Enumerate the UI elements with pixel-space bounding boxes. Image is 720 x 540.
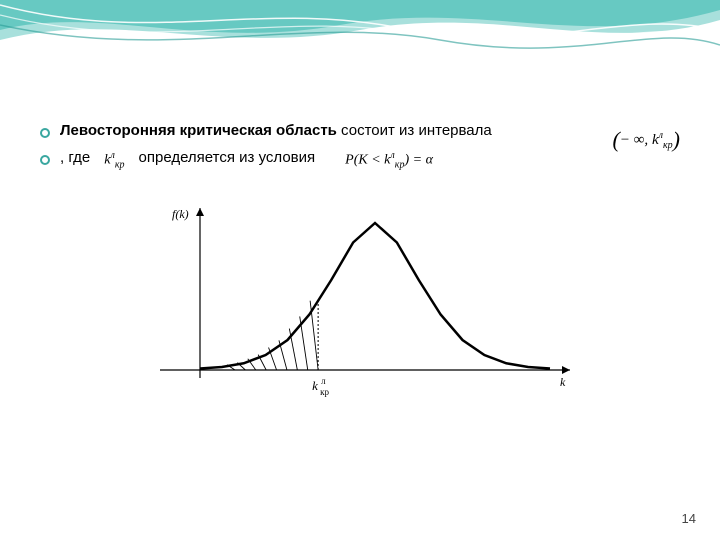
svg-text:кр: кр (320, 387, 329, 397)
distribution-chart: f(k)kkлкр (130, 200, 590, 420)
bullet-icon (40, 155, 50, 165)
page-number: 14 (682, 511, 696, 526)
wave-header (0, 0, 720, 90)
line2-a: , где (60, 147, 90, 168)
svg-text:k: k (312, 378, 318, 393)
bullet-icon (40, 128, 50, 138)
probability-formula: P(K < kлкр) = α (345, 149, 433, 172)
interval-formula: (− ∞, kлкр) (613, 122, 680, 153)
bullet-line-1: Левосторонняя критическая область состои… (40, 120, 680, 141)
bold-term: Левосторонняя критическая область (60, 122, 337, 139)
k-kr-symbol: kлкр (104, 149, 124, 172)
svg-text:f(k): f(k) (172, 207, 189, 221)
line1-rest: состоит из интервала (337, 122, 492, 139)
content-area: Левосторонняя критическая область состои… (40, 120, 680, 177)
line2-b: определяется из условия (139, 147, 316, 168)
svg-text:л: л (321, 376, 326, 386)
bullet-line-2: , где kлкр определяется из условия P(K <… (40, 147, 680, 171)
svg-text:k: k (560, 375, 566, 389)
